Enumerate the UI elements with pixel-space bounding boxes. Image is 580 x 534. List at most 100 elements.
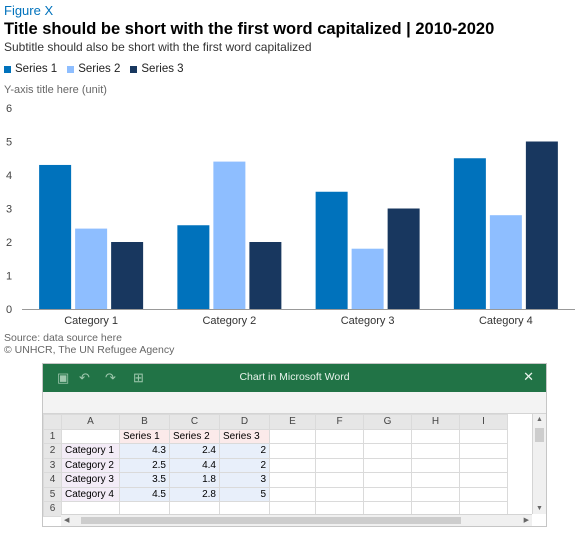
row-header[interactable]: 4 [43, 472, 62, 488]
scroll-up-icon[interactable]: ▲ [536, 416, 543, 423]
redo-icon[interactable]: ↷ [105, 370, 116, 385]
y-axis-title: Y-axis title here (unit) [4, 84, 107, 96]
cell[interactable] [459, 486, 508, 502]
excel-titlebar: ▣ ↶ ↷ ⊞ Chart in Microsoft Word ✕ [43, 364, 546, 392]
x-tick-label: Category 3 [341, 315, 395, 327]
x-tick-label: Category 4 [479, 315, 533, 327]
bar-series-2 [213, 161, 246, 309]
legend-swatch-series-2 [67, 65, 75, 73]
y-tick-label: 4 [6, 170, 12, 182]
cell[interactable]: 2.4 [169, 443, 220, 459]
horizontal-scroll-thumb[interactable] [81, 517, 461, 524]
cell[interactable]: 3 [219, 472, 270, 488]
cell[interactable] [459, 457, 508, 473]
cell[interactable] [411, 443, 460, 459]
cell[interactable] [269, 472, 316, 488]
edit-data-icon[interactable]: ⊞ [133, 370, 144, 385]
legend-item-series-2: Series 2 [67, 63, 120, 75]
vertical-scroll-thumb[interactable] [535, 428, 544, 442]
row-header[interactable]: 5 [43, 486, 62, 502]
table-row: 4 Category 3 3.5 1.8 3 [43, 472, 508, 488]
cell[interactable] [269, 443, 316, 459]
cell[interactable]: 5 [219, 486, 270, 502]
cell[interactable]: 2 [219, 443, 270, 459]
cell[interactable]: Series 1 [119, 428, 170, 444]
bar-series-1 [453, 158, 486, 309]
cell[interactable]: Category 1 [61, 443, 120, 459]
column-header-f[interactable]: F [315, 414, 364, 430]
close-icon[interactable]: ✕ [523, 369, 534, 384]
bar-series-1 [39, 164, 72, 309]
cell[interactable]: 2.8 [169, 486, 220, 502]
cell[interactable] [61, 428, 120, 444]
cell[interactable] [411, 428, 460, 444]
cell[interactable] [315, 443, 364, 459]
copyright-line: © UNHCR, The UN Refugee Agency [4, 344, 175, 356]
bar-series-1 [315, 191, 348, 309]
column-header-i[interactable]: I [459, 414, 508, 430]
cell[interactable]: Category 2 [61, 457, 120, 473]
legend-label-series-3: Series 3 [141, 63, 184, 75]
cell[interactable] [459, 472, 508, 488]
legend-swatch-series-3 [130, 65, 138, 73]
undo-icon[interactable]: ↶ [79, 370, 90, 385]
cell[interactable]: Series 3 [219, 428, 270, 444]
cell[interactable] [363, 443, 412, 459]
bar-chart: 0 1 2 3 4 5 6 Category 1 Category 2 Category 3 Cat… [6, 103, 575, 327]
cell[interactable] [459, 443, 508, 459]
cell[interactable] [269, 428, 316, 444]
cell[interactable] [269, 486, 316, 502]
cell[interactable] [363, 428, 412, 444]
bar-series-2 [489, 215, 522, 309]
cell[interactable]: 3.5 [119, 472, 170, 488]
scroll-left-icon[interactable]: ◀ [64, 517, 70, 524]
bar-series-3 [111, 242, 144, 309]
row-header[interactable]: 6 [43, 501, 62, 517]
cell[interactable]: Series 2 [169, 428, 220, 444]
cell[interactable]: 1.8 [169, 472, 220, 488]
cell[interactable]: 4.4 [169, 457, 220, 473]
cell[interactable] [269, 457, 316, 473]
cell[interactable] [411, 486, 460, 502]
column-header-b[interactable]: B [119, 414, 170, 430]
row-header[interactable]: 3 [43, 457, 62, 473]
cell[interactable] [363, 457, 412, 473]
column-header-a[interactable]: A [61, 414, 120, 430]
cell[interactable] [315, 472, 364, 488]
cell[interactable] [411, 472, 460, 488]
bar-series-3 [387, 208, 420, 309]
column-header-c[interactable]: C [169, 414, 220, 430]
cell[interactable] [411, 457, 460, 473]
select-all-corner[interactable] [43, 414, 62, 430]
vertical-scrollbar[interactable]: ▲ ▼ [532, 414, 546, 514]
x-tick-label: Category 2 [202, 315, 256, 327]
column-header-e[interactable]: E [269, 414, 316, 430]
source-note: Source: data source here © UNHCR, The UN… [4, 332, 174, 356]
scroll-down-icon[interactable]: ▼ [536, 505, 543, 512]
column-header-h[interactable]: H [411, 414, 460, 430]
cell[interactable] [459, 428, 508, 444]
y-tick-label: 3 [6, 204, 12, 216]
chart-subtitle: Subtitle should also be short with the f… [4, 40, 312, 54]
cell[interactable]: 4.3 [119, 443, 170, 459]
row-header[interactable]: 2 [43, 443, 62, 459]
column-header-d[interactable]: D [219, 414, 270, 430]
scroll-right-icon[interactable]: ▶ [523, 517, 529, 524]
y-tick-label: 6 [6, 103, 12, 115]
table-row: 3 Category 2 2.5 4.4 2 [43, 457, 508, 473]
cell[interactable] [363, 486, 412, 502]
bar-series-2 [351, 248, 384, 309]
cell[interactable]: Category 4 [61, 486, 120, 502]
horizontal-scrollbar[interactable]: ◀ ▶ [61, 514, 532, 526]
cell[interactable]: Category 3 [61, 472, 120, 488]
cell[interactable]: 2 [219, 457, 270, 473]
save-icon[interactable]: ▣ [57, 370, 70, 385]
row-header[interactable]: 1 [43, 428, 62, 444]
column-header-g[interactable]: G [363, 414, 412, 430]
cell[interactable]: 4.5 [119, 486, 170, 502]
cell[interactable] [315, 457, 364, 473]
cell[interactable] [363, 472, 412, 488]
cell[interactable]: 2.5 [119, 457, 170, 473]
cell[interactable] [315, 428, 364, 444]
cell[interactable] [315, 486, 364, 502]
